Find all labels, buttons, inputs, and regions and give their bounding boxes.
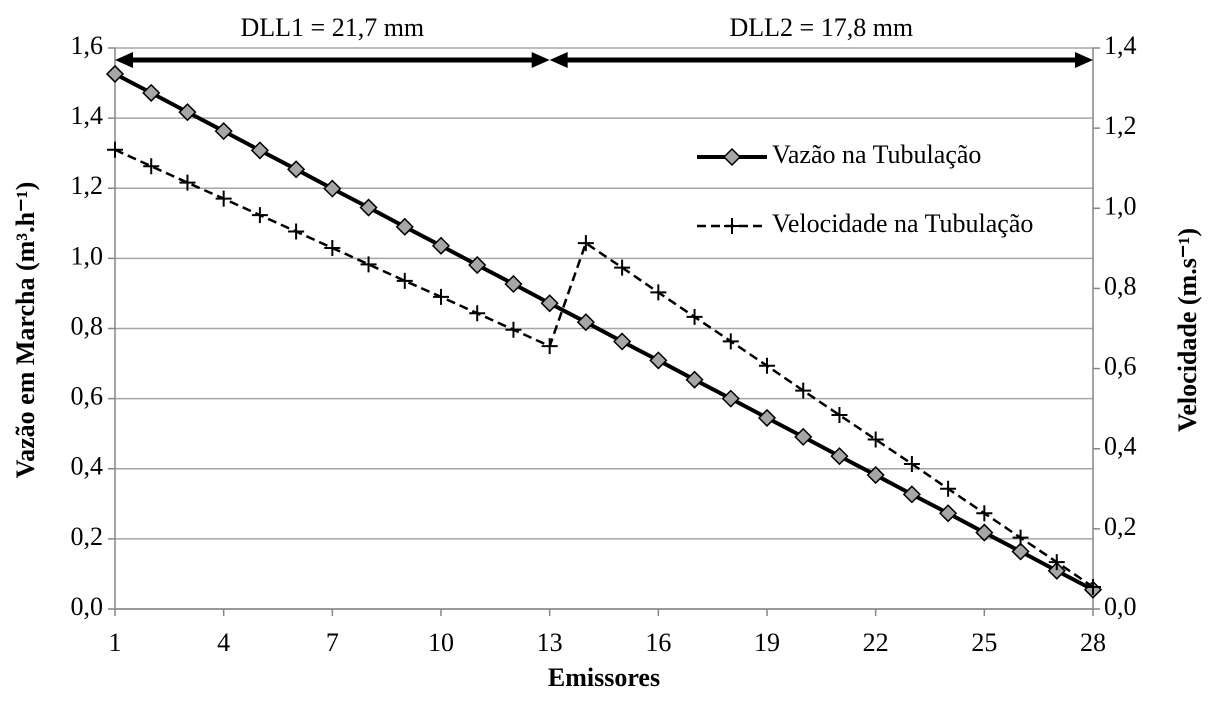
data-point bbox=[288, 223, 305, 240]
y-tick-label: 1,6 bbox=[71, 31, 104, 60]
data-point bbox=[433, 288, 449, 305]
data-point bbox=[360, 256, 377, 273]
data-point bbox=[287, 160, 306, 179]
data-point bbox=[541, 338, 558, 355]
data-point bbox=[505, 321, 522, 338]
data-point bbox=[504, 274, 523, 294]
legend-label: Vazão na Tubulação bbox=[772, 140, 981, 169]
legend-marker bbox=[722, 147, 742, 167]
y-tick-label: 1,4 bbox=[71, 101, 104, 130]
data-point bbox=[143, 158, 160, 175]
data-point bbox=[613, 332, 632, 351]
series-line bbox=[114, 72, 1094, 592]
y-axis-label: Vazão em Marcha (m³.h⁻¹) bbox=[11, 182, 40, 479]
data-point bbox=[179, 174, 196, 191]
x-tick-label: 13 bbox=[537, 628, 563, 657]
arrow-head bbox=[531, 52, 550, 68]
arrow-head bbox=[1075, 52, 1093, 68]
y2-tick-label: 0,2 bbox=[1104, 512, 1137, 541]
arrow-head bbox=[115, 52, 133, 68]
x-tick-label: 7 bbox=[326, 628, 339, 657]
data-point bbox=[795, 382, 812, 399]
data-point bbox=[1048, 554, 1065, 571]
annotation-label: DLL1 = 21,7 mm bbox=[241, 13, 425, 42]
data-point bbox=[685, 370, 704, 389]
data-point bbox=[142, 83, 161, 102]
data-point bbox=[251, 207, 268, 224]
data-point bbox=[250, 141, 269, 160]
data-point bbox=[323, 179, 342, 198]
arrow-head bbox=[549, 52, 568, 68]
x-axis-label: Emissores bbox=[548, 663, 660, 692]
data-point bbox=[794, 427, 813, 446]
x-tick-label: 19 bbox=[754, 628, 780, 657]
data-point bbox=[939, 504, 958, 523]
x-tick-label: 4 bbox=[217, 628, 230, 657]
data-point bbox=[650, 284, 667, 301]
data-point bbox=[214, 122, 233, 141]
data-point bbox=[903, 455, 920, 472]
data-point bbox=[757, 408, 777, 427]
y-tick-label: 0,6 bbox=[71, 382, 104, 411]
y2-tick-label: 0,6 bbox=[1104, 352, 1137, 381]
x-tick-label: 28 bbox=[1080, 628, 1106, 657]
data-point bbox=[576, 313, 595, 332]
y-tick-label: 0,8 bbox=[71, 311, 104, 340]
data-point bbox=[721, 389, 740, 408]
y-tick-label: 1,0 bbox=[71, 241, 104, 270]
data-point bbox=[469, 305, 486, 322]
data-point bbox=[107, 141, 123, 158]
data-point bbox=[902, 485, 921, 504]
y2-tick-label: 0,0 bbox=[1104, 592, 1137, 621]
x-tick-label: 16 bbox=[645, 628, 671, 657]
data-point bbox=[324, 239, 341, 256]
data-point bbox=[105, 64, 125, 84]
x-tick-label: 10 bbox=[428, 628, 454, 657]
data-point bbox=[1047, 561, 1066, 580]
data-point bbox=[1012, 529, 1029, 546]
data-point bbox=[975, 523, 994, 542]
data-point bbox=[940, 480, 957, 497]
data-point bbox=[1011, 542, 1030, 561]
y-tick-label: 0,2 bbox=[71, 522, 104, 551]
data-point bbox=[686, 308, 703, 325]
x-tick-label: 25 bbox=[971, 628, 997, 657]
y2-tick-label: 1,0 bbox=[1104, 191, 1137, 220]
legend-label: Velocidade na Tubulação bbox=[772, 209, 1033, 238]
data-point bbox=[468, 255, 487, 275]
legend-marker bbox=[724, 218, 740, 234]
data-point bbox=[431, 236, 451, 255]
data-point bbox=[540, 294, 559, 313]
data-point bbox=[359, 198, 378, 217]
data-point bbox=[866, 466, 885, 485]
data-point bbox=[396, 272, 413, 289]
data-point bbox=[1085, 578, 1101, 595]
y-tick-label: 0,4 bbox=[71, 452, 104, 481]
y2-tick-label: 1,2 bbox=[1104, 111, 1137, 140]
y-tick-label: 0,0 bbox=[71, 592, 104, 621]
data-point bbox=[215, 190, 232, 207]
data-point bbox=[867, 431, 884, 448]
data-point bbox=[577, 235, 594, 252]
data-point bbox=[722, 333, 739, 350]
y2-axis-label: Velocidade (m.s⁻¹) bbox=[1173, 228, 1202, 432]
x-tick-label: 22 bbox=[863, 628, 889, 657]
data-point bbox=[830, 447, 849, 466]
data-point bbox=[395, 217, 414, 236]
data-point bbox=[649, 351, 668, 370]
annotation-label: DLL2 = 17,8 mm bbox=[730, 13, 914, 42]
data-point bbox=[831, 407, 848, 424]
data-point bbox=[976, 505, 993, 522]
data-point bbox=[178, 103, 197, 122]
y-tick-label: 1,2 bbox=[71, 171, 104, 200]
data-point bbox=[614, 259, 631, 276]
y2-tick-label: 0,4 bbox=[1104, 432, 1137, 461]
y2-tick-label: 0,8 bbox=[1104, 271, 1137, 300]
y2-tick-label: 1,4 bbox=[1104, 31, 1137, 60]
data-point bbox=[759, 357, 775, 374]
series-line bbox=[114, 148, 1094, 588]
x-tick-label: 1 bbox=[109, 628, 122, 657]
